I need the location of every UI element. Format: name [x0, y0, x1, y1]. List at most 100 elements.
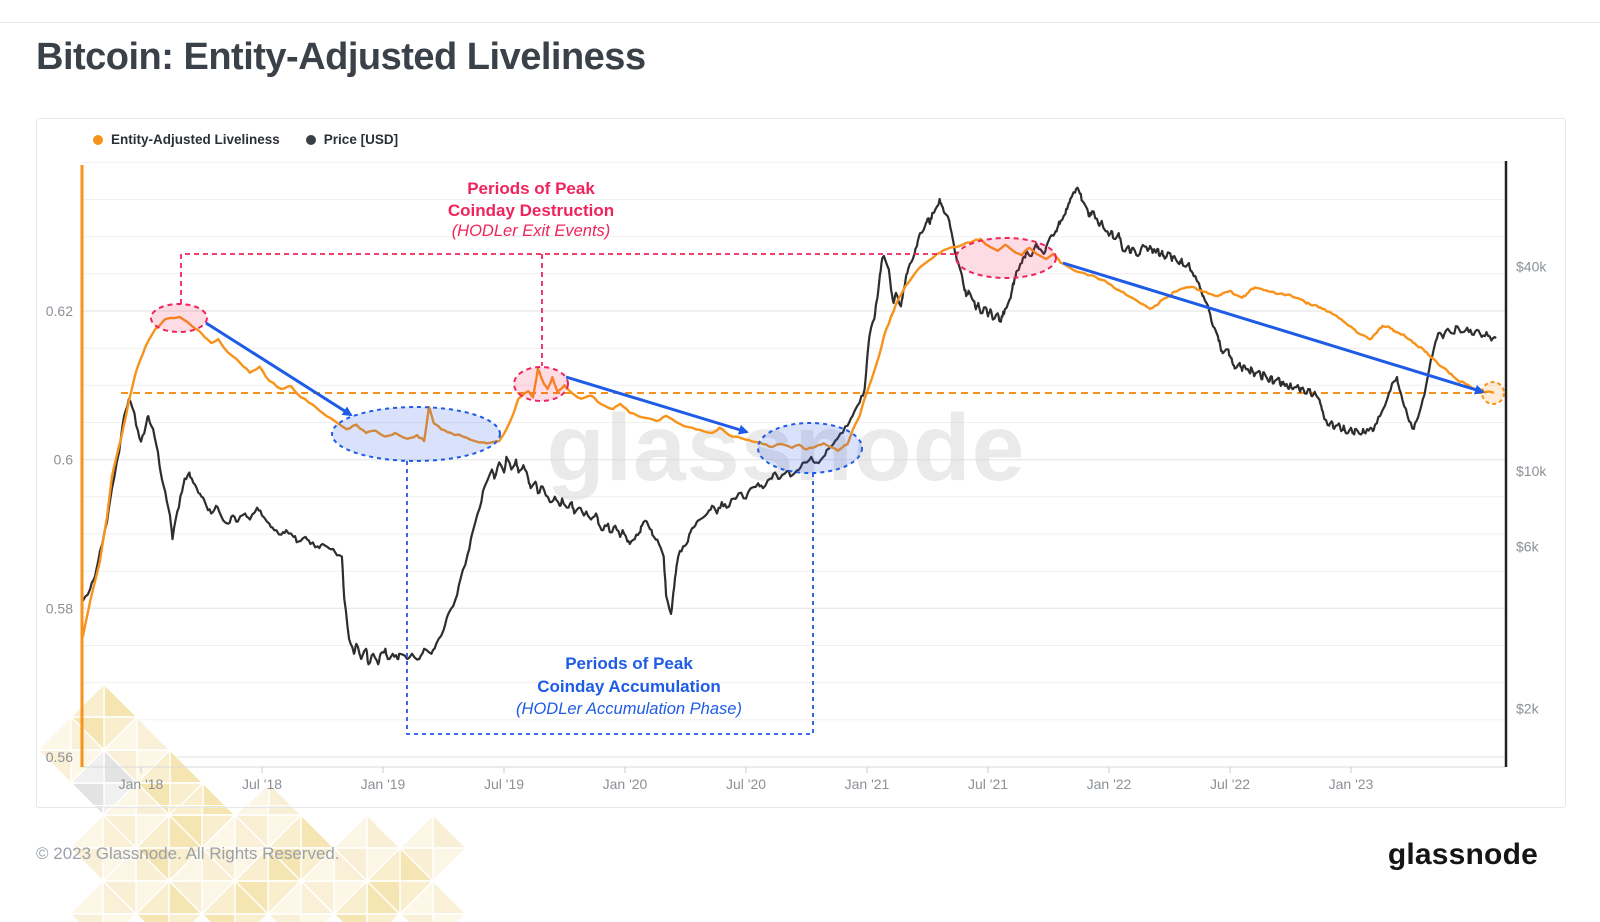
y-left-tick-label: 0.6 — [54, 452, 74, 468]
legend-label-price: Price [USD] — [323, 132, 399, 147]
diamond-facet — [300, 913, 336, 922]
destruction-highlight-ellipse — [150, 303, 208, 333]
trend-arrow — [205, 321, 353, 417]
diamond-facet — [332, 879, 368, 915]
diamond-facet — [37, 715, 72, 751]
diamond-facet — [398, 879, 434, 915]
destruction-line-1: Periods of Peak — [467, 179, 595, 198]
diamond-facet — [68, 879, 104, 915]
diamond-facet — [134, 879, 170, 915]
destruction-line-2: Coinday Destruction — [448, 201, 614, 220]
diamond-facet — [266, 913, 302, 922]
trend-arrow — [565, 375, 749, 435]
diamond-facet — [366, 813, 402, 849]
x-tick-label: Jul '22 — [1210, 776, 1250, 792]
diamond-facet — [366, 913, 402, 922]
diamond-facet — [68, 913, 104, 922]
diamond-facet — [266, 813, 302, 849]
accumulation-connector — [406, 461, 814, 735]
gridlines — [82, 161, 1506, 758]
diamond-facet — [168, 913, 204, 922]
diamond-facet — [200, 879, 236, 915]
x-tick-label: Jan '21 — [845, 776, 890, 792]
diamond-facet — [200, 813, 236, 849]
diamond-facet — [167, 806, 203, 816]
x-tick-label: Jul '21 — [968, 776, 1008, 792]
destruction-annotation-text: Periods of Peak Coinday Destruction (HOD… — [448, 179, 614, 240]
legend-label-liveliness: Entity-Adjusted Liveliness — [111, 132, 280, 147]
annotation-connectors — [180, 253, 959, 735]
diamond-facet — [432, 879, 468, 915]
diamond-facet — [398, 813, 434, 849]
diamond-facet — [299, 846, 335, 882]
x-tick-label: Jan '18 — [119, 776, 164, 792]
axis-tick-labels: 0.62 0.6 0.58 0.56 $40k $10k $6k $2k Jan '18 Jul … — [46, 258, 1548, 792]
annotation-ellipses — [150, 237, 1505, 474]
diamond-facet — [233, 806, 269, 816]
x-tick-label: Jul '18 — [242, 776, 282, 792]
diamond-facet — [432, 813, 468, 849]
x-tick-label: Jul '20 — [726, 776, 766, 792]
diamond-facet — [432, 847, 468, 883]
glassnode-watermark: glassnode — [547, 395, 1026, 501]
price-line — [82, 186, 1497, 666]
series-lines — [82, 186, 1497, 666]
y-right-tick-label: $10k — [1516, 463, 1547, 479]
diamond-facet — [233, 846, 269, 882]
diamond-facet — [167, 846, 203, 882]
diamond-facet — [134, 913, 170, 922]
diamond-facet — [202, 781, 226, 805]
x-tick-label: Jan '22 — [1087, 776, 1132, 792]
destruction-highlight-ellipse — [955, 237, 1057, 279]
diamond-facet — [69, 682, 105, 718]
legend-swatch-liveliness-icon — [93, 134, 103, 145]
accumulation-annotation-text: Periods of Peak Coinday Accumulation (HO… — [516, 654, 742, 718]
footer-copyright: © 2023 Glassnode. All Rights Reserved. — [36, 844, 340, 863]
diamond-facet — [246, 781, 270, 805]
destruction-highlight-ellipse — [513, 366, 569, 402]
x-tick-label: Jul '19 — [484, 776, 524, 792]
page-title: Bitcoin: Entity-Adjusted Liveliness — [36, 36, 646, 78]
x-tick-label: Jan '19 — [361, 776, 406, 792]
chart-card: Entity-Adjusted Liveliness Price [USD] g… — [36, 118, 1566, 808]
chart-legend: Entity-Adjusted Liveliness Price [USD] — [93, 132, 398, 147]
y-left-tick-label: 0.56 — [46, 749, 73, 765]
last-value-highlight-circle — [1481, 381, 1505, 405]
top-divider — [0, 22, 1600, 23]
y-right-tick-label: $40k — [1516, 258, 1547, 274]
diamond-facet — [101, 846, 137, 882]
diamond-facet — [114, 781, 138, 805]
diamond-facet — [234, 913, 270, 922]
diamond-facet — [93, 806, 104, 817]
diamond-facet — [69, 782, 105, 805]
legend-swatch-price-icon — [305, 134, 316, 145]
y-left-tick-label: 0.62 — [46, 303, 73, 319]
diamond-facet — [200, 913, 236, 922]
diamond-facet — [332, 813, 368, 849]
accumulation-highlight-ellipse — [331, 406, 501, 462]
legend-item-liveliness[interactable]: Entity-Adjusted Liveliness — [93, 132, 280, 147]
liveliness-line — [82, 237, 1495, 637]
diamond-facet — [68, 813, 104, 849]
diamond-facet — [398, 913, 434, 922]
x-tick-label: Jan '23 — [1329, 776, 1374, 792]
y-right-tick-label: $6k — [1516, 538, 1540, 554]
diamond-facet — [432, 913, 468, 922]
accumulation-line-1: Periods of Peak — [565, 654, 693, 673]
footer: © 2023 Glassnode. All Rights Reserved. — [36, 844, 340, 864]
diamond-facet — [180, 781, 204, 805]
destruction-connector — [180, 253, 959, 304]
y-left-tick-label: 0.58 — [46, 600, 73, 616]
accumulation-line-2: Coinday Accumulation — [537, 677, 721, 696]
legend-item-price[interactable]: Price [USD] — [305, 132, 399, 147]
diamond-cluster-decor — [68, 806, 468, 922]
diamond-facet — [332, 913, 368, 922]
plot-area[interactable] — [82, 157, 1507, 769]
diamond-facet — [102, 715, 138, 751]
trend-arrow — [1062, 261, 1485, 395]
x-tick-label: Jan '20 — [603, 776, 648, 792]
diamond-facet — [266, 879, 302, 915]
chart-canvas: glassnode Periods of Peak Coinday Destru… — [37, 157, 1548, 805]
accumulation-line-3: (HODLer Accumulation Phase) — [516, 700, 742, 718]
